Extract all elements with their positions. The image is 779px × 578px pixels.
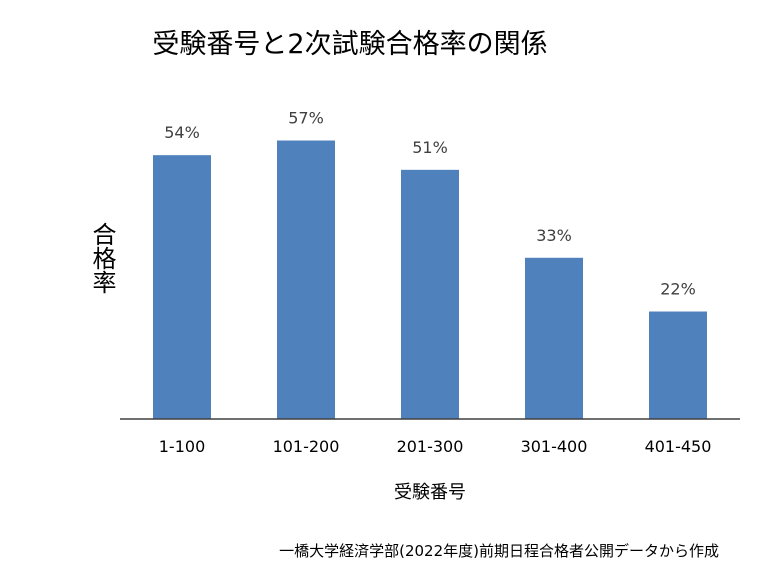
value-label-201-300: 51% (412, 138, 448, 157)
value-labels-group: 54% 57% 51% 33% 22% (164, 109, 696, 299)
x-tick-label-401-450: 401-450 (645, 437, 712, 456)
source-note: 一橋大学経済学部(2022年度)前期日程合格者公開データから作成 (279, 542, 719, 560)
bars-group (153, 140, 707, 419)
y-axis-label: 合格率 (88, 222, 116, 294)
bar-101-200 (277, 140, 335, 419)
x-tick-label-101-200: 101-200 (273, 437, 340, 456)
x-tick-labels: 1-100 101-200 201-300 301-400 401-450 (159, 437, 712, 456)
x-tick-label-1-100: 1-100 (159, 437, 206, 456)
value-label-401-450: 22% (660, 280, 696, 299)
bar-301-400 (525, 257, 583, 419)
x-axis-label: 受験番号 (394, 482, 466, 503)
value-label-301-400: 33% (536, 226, 572, 245)
x-tick-label-301-400: 301-400 (521, 437, 588, 456)
bar-1-100 (153, 155, 211, 419)
x-tick-label-201-300: 201-300 (397, 437, 464, 456)
chart-title: 受験番号と2次試験合格率の関係 (152, 29, 548, 60)
bar-401-450 (649, 311, 707, 419)
bar-201-300 (401, 169, 459, 419)
value-label-101-200: 57% (288, 109, 324, 128)
value-label-1-100: 54% (164, 123, 200, 142)
